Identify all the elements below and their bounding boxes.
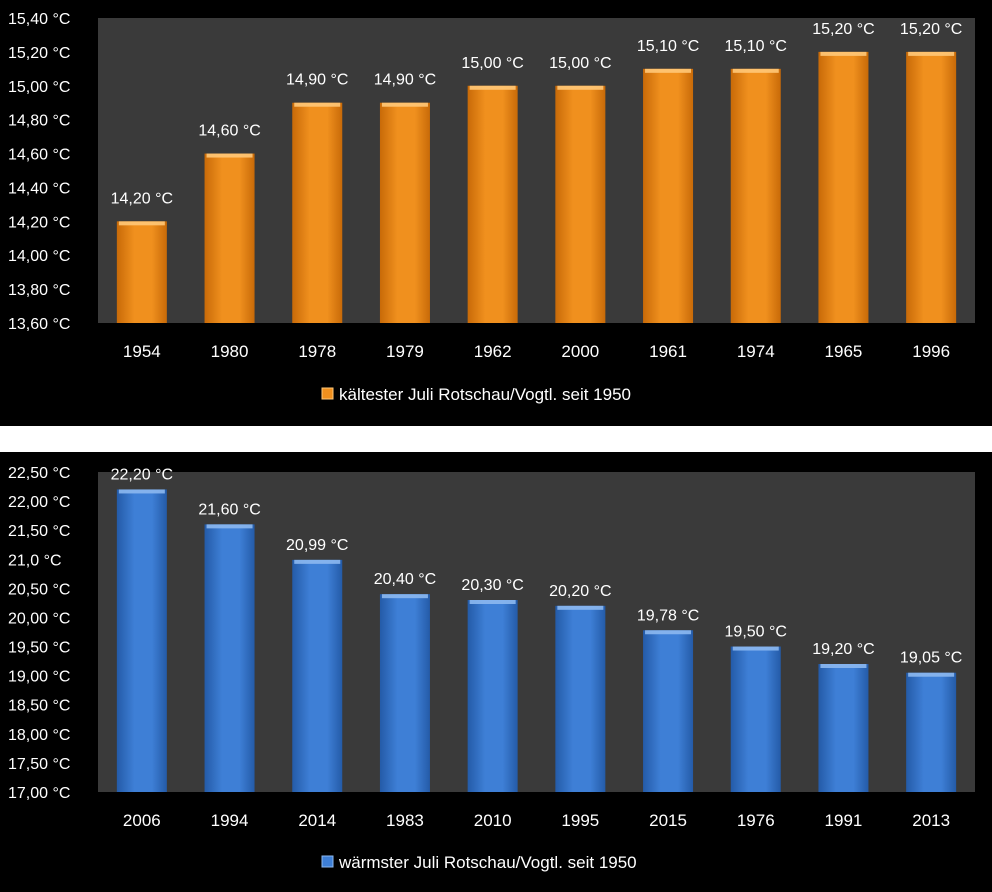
legend: wärmster Juli Rotschau/Vogtl. seit 1950 [321,853,637,872]
y-tick-label: 14,80 °C [8,113,70,130]
y-tick-label: 18,50 °C [8,698,70,715]
data-label: 20,40 °C [374,571,436,588]
category-label: 1995 [561,811,599,830]
data-label: 14,20 °C [111,190,173,207]
cold-july-chart: 13,60 °C 13,80 °C 14,00 °C 14,20 °C 14,40 °C… [8,11,975,404]
data-label: 15,00 °C [549,55,611,72]
y-tick-label: 19,00 °C [8,669,70,686]
bar-1965 [818,51,869,324]
category-label: 1994 [211,811,249,830]
category-label: 1979 [386,342,424,361]
data-label: 22,20 °C [111,466,173,483]
y-tick-label: 15,20 °C [8,45,70,62]
category-label: 1954 [123,342,161,361]
legend: kältester Juli Rotschau/Vogtl. seit 1950 [321,385,631,404]
data-label: 20,30 °C [461,577,523,594]
category-label: 1974 [737,342,775,361]
data-label: 15,00 °C [461,55,523,72]
y-tick-label: 15,40 °C [8,11,70,28]
legend-swatch [321,855,334,868]
data-label: 15,10 °C [725,38,787,55]
data-label: 20,20 °C [549,583,611,600]
y-tick-label: 17,00 °C [8,785,70,802]
bar-1995 [555,605,606,792]
cold-july-chart-panel: 13,60 °C 13,80 °C 14,00 °C 14,20 °C 14,40 °C… [0,0,992,426]
bar-1961 [643,68,694,323]
data-label: 15,10 °C [637,38,699,55]
bar-1991 [818,664,869,792]
data-label: 15,20 °C [900,21,962,38]
category-label: 2000 [561,342,599,361]
bar-2014 [292,559,343,792]
bar-1996 [906,51,957,324]
data-label: 21,60 °C [198,501,260,518]
legend-swatch [321,387,334,400]
bar-1954 [116,221,167,323]
category-label: 1980 [211,342,249,361]
legend-label: kältester Juli Rotschau/Vogtl. seit 1950 [339,385,631,404]
y-tick-label: 20,00 °C [8,610,70,627]
category-label: 2015 [649,811,687,830]
y-tick-label: 22,50 °C [8,465,70,482]
y-tick-label: 22,00 °C [8,494,70,511]
y-tick-label: 21,50 °C [8,523,70,540]
bar-2015 [643,630,694,792]
category-label: 1996 [912,342,950,361]
bar-2010 [467,600,518,792]
y-tick-label: 13,60 °C [8,316,70,333]
bar-1974 [730,68,781,323]
y-tick-label: 14,40 °C [8,180,70,197]
bar-2006 [116,489,167,792]
legend-label: wärmster Juli Rotschau/Vogtl. seit 1950 [338,853,637,872]
category-label: 1962 [474,342,512,361]
bar-1983 [379,594,430,792]
data-label: 15,20 °C [812,21,874,38]
warm-july-chart-panel: 17,00 °C 17,50 °C 18,00 °C 18,50 °C 19,00 °C… [0,452,992,892]
category-label: 1976 [737,811,775,830]
category-label: 1991 [825,811,863,830]
y-tick-label: 14,00 °C [8,248,70,265]
y-tick-label: 13,80 °C [8,282,70,299]
y-tick-label: 20,50 °C [8,581,70,598]
category-label: 1978 [298,342,336,361]
category-label: 2010 [474,811,512,830]
data-label: 14,90 °C [286,72,348,89]
bar-1994 [204,524,255,792]
data-label: 19,05 °C [900,650,962,667]
y-tick-label: 15,00 °C [8,79,70,96]
bar-1978 [292,102,343,323]
bar-1980 [204,153,255,323]
y-tick-label: 18,00 °C [8,727,70,744]
data-label: 19,78 °C [637,607,699,624]
data-label: 20,99 °C [286,537,348,554]
y-tick-label: 14,60 °C [8,147,70,164]
bar-2013 [906,672,957,792]
y-tick-label: 17,50 °C [8,756,70,773]
category-label: 2013 [912,811,950,830]
y-tick-label: 14,20 °C [8,214,70,231]
y-tick-label: 21,0 °C [8,552,62,569]
data-label: 19,50 °C [725,624,787,641]
bar-1979 [379,102,430,323]
warm-july-chart: 17,00 °C 17,50 °C 18,00 °C 18,50 °C 19,00 °C… [8,465,975,872]
category-label: 2006 [123,811,161,830]
data-label: 14,60 °C [198,123,260,140]
category-label: 1965 [825,342,863,361]
data-label: 14,90 °C [374,72,436,89]
category-label: 2014 [298,811,336,830]
bar-1976 [730,646,781,792]
category-label: 1983 [386,811,424,830]
bar-2000 [555,85,606,324]
category-label: 1961 [649,342,687,361]
data-label: 19,20 °C [812,641,874,658]
y-tick-label: 19,50 °C [8,640,70,657]
bar-1962 [467,85,518,324]
